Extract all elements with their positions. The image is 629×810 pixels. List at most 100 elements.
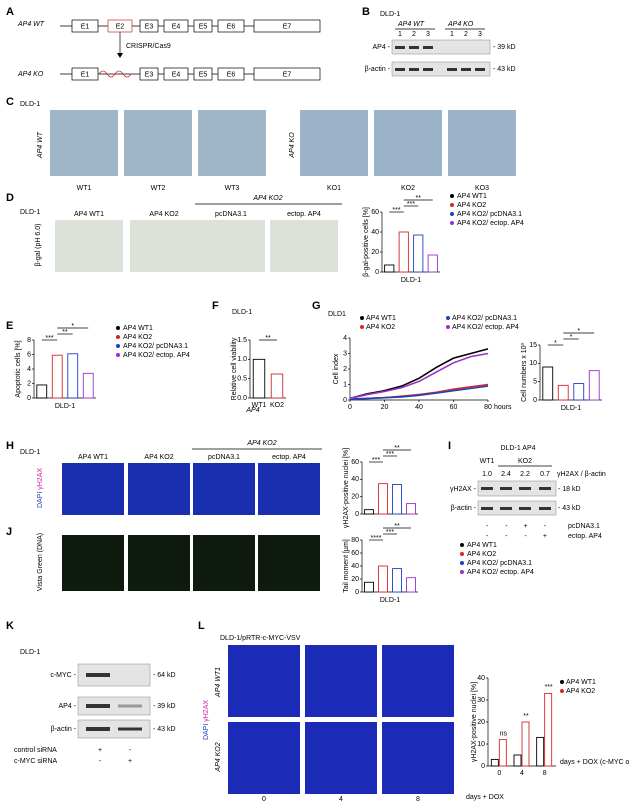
group: KO2 — [518, 458, 532, 465]
y-tick-label: 5 — [533, 379, 537, 386]
row-label: AP4 WT — [17, 21, 45, 28]
exon-label: E3 — [145, 23, 154, 30]
exon — [253, 19, 321, 33]
exon-label: E6 — [227, 23, 236, 30]
clone-label: KO1 — [327, 185, 341, 192]
legend-dot — [116, 326, 120, 330]
exon — [163, 19, 189, 33]
bar — [378, 565, 388, 593]
micrograph — [305, 722, 377, 794]
blot-label: β-actin - — [451, 505, 477, 512]
size: - 43 kD — [493, 66, 516, 73]
sign: - — [524, 533, 527, 540]
legend-label: AP4 KO2 — [457, 202, 486, 209]
lane: 3 — [426, 31, 430, 38]
group: AP4 KO2 — [252, 195, 282, 202]
bar — [252, 358, 266, 399]
y-tick-label: 20 — [351, 494, 359, 501]
legend-dot — [450, 212, 454, 216]
exon — [139, 19, 159, 33]
series-line — [349, 348, 489, 400]
y-tick-label: 0 — [533, 397, 537, 404]
significance: ** — [394, 523, 400, 530]
legend-dot — [446, 325, 450, 329]
micrograph — [193, 535, 255, 591]
sign: + — [98, 747, 102, 754]
y-axis-label: Cell index — [333, 353, 340, 384]
day-label: 0 — [262, 796, 266, 803]
x-tick-label: 0 — [348, 404, 352, 411]
annotation: ** — [523, 713, 529, 720]
exon-label: E7 — [283, 23, 292, 30]
band — [395, 46, 405, 49]
y-tick-label: 20 — [351, 576, 359, 583]
size: - 39 kD — [493, 44, 516, 51]
blot-label: c-MYC - — [50, 672, 76, 679]
row-label: AP4 WT1 — [215, 667, 222, 698]
y-axis-label: Apoptotic cells [%] — [15, 340, 22, 397]
legend-dot — [360, 325, 364, 329]
treatment: ectop. AP4 — [568, 533, 602, 540]
band — [461, 68, 471, 71]
x-axis-label: DLD-1 — [561, 405, 581, 412]
micrograph — [198, 110, 266, 176]
significance: * — [554, 340, 557, 347]
y-tick-label: 6 — [27, 351, 31, 358]
y-tick-label: 1 — [343, 381, 347, 388]
legend-dot — [460, 543, 464, 547]
y-axis-label: Cell numbers x 10³ — [521, 342, 528, 401]
blot — [477, 480, 557, 497]
ratio: 0.7 — [540, 471, 550, 478]
exon-label: E5 — [199, 23, 208, 30]
band — [118, 704, 142, 708]
bar — [542, 366, 554, 401]
y-tick-label: 2 — [27, 380, 31, 387]
y-tick-label: 0.0 — [237, 395, 247, 402]
day-label: 8 — [416, 796, 420, 803]
panel-label: H — [6, 440, 14, 452]
blot — [391, 39, 491, 55]
legend-dot — [450, 203, 454, 207]
legend-label: AP4 WT1 — [123, 325, 153, 332]
group: AP4 WT — [397, 21, 425, 28]
micrograph — [305, 645, 377, 717]
column-label: AP4 WT1 — [74, 211, 104, 218]
exon — [193, 19, 213, 33]
exon-label: E2 — [116, 23, 125, 30]
y-axis-label: β-gal-positive cells [%] — [363, 207, 370, 277]
micrograph — [128, 463, 190, 515]
significance: ** — [265, 335, 271, 342]
ratio: 2.2 — [520, 471, 530, 478]
bar — [573, 383, 585, 401]
y-axis-label: γH2AX-positive nuclei [%] — [471, 682, 478, 762]
y-tick-label: 60 — [351, 459, 359, 466]
micrograph — [228, 722, 300, 794]
y-tick-label: 0 — [355, 589, 359, 596]
y-tick-label: 0 — [343, 397, 347, 404]
column-label: pcDNA3.1 — [215, 211, 247, 218]
x-axis-label: DLD-1 — [401, 277, 421, 284]
band — [409, 68, 419, 71]
bar — [378, 483, 388, 515]
ratio: 2.4 — [501, 471, 511, 478]
band — [500, 507, 512, 510]
y-tick-label: 80 — [351, 537, 359, 544]
x-tick-label: 80 — [484, 404, 492, 411]
legend-dot — [116, 353, 120, 357]
size: - 43 kD — [558, 505, 581, 512]
micrograph — [228, 645, 300, 717]
sign: - — [544, 523, 547, 530]
band — [481, 507, 493, 510]
legend-label: AP4 KO2/ pcDNA3.1 — [467, 560, 532, 567]
bar — [490, 758, 499, 767]
y-tick-label: 60 — [351, 550, 359, 557]
sign: + — [543, 533, 547, 540]
bar — [427, 254, 438, 273]
x-tick-label: 4 — [520, 770, 524, 777]
y-tick-label: 40 — [351, 563, 359, 570]
blot-label: β-actin - — [51, 726, 77, 733]
annotation: ns — [500, 730, 508, 737]
row-label: Vista Green (DNA) — [37, 533, 44, 591]
y-tick-label: 2 — [343, 366, 347, 373]
panel-label: D — [6, 192, 14, 204]
